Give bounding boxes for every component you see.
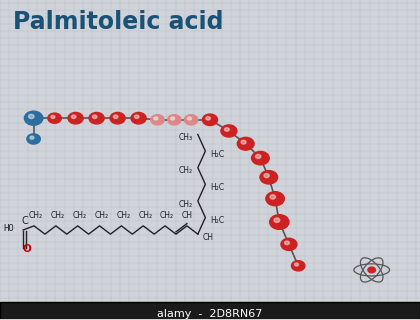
Circle shape <box>252 151 269 165</box>
Circle shape <box>264 173 269 178</box>
Text: O: O <box>22 244 31 254</box>
Circle shape <box>255 155 261 158</box>
Circle shape <box>266 192 284 206</box>
Text: Palmitoleic acid: Palmitoleic acid <box>13 10 223 34</box>
Text: CH₃: CH₃ <box>179 133 193 142</box>
Text: CH₂: CH₂ <box>116 211 131 220</box>
Circle shape <box>71 115 76 118</box>
FancyBboxPatch shape <box>0 302 420 320</box>
Circle shape <box>131 112 146 124</box>
Circle shape <box>221 125 237 137</box>
Text: CH₂: CH₂ <box>138 211 152 220</box>
Text: C: C <box>21 216 28 226</box>
Text: CH₂: CH₂ <box>179 200 193 209</box>
Text: H₂C: H₂C <box>210 183 225 192</box>
Text: CH₂: CH₂ <box>179 166 193 175</box>
Circle shape <box>291 261 305 271</box>
Circle shape <box>294 263 299 266</box>
Circle shape <box>113 115 118 118</box>
Circle shape <box>134 115 139 118</box>
Circle shape <box>368 267 375 273</box>
Text: CH: CH <box>182 211 193 220</box>
Circle shape <box>110 112 125 124</box>
Text: H₂C: H₂C <box>210 216 225 225</box>
Circle shape <box>270 215 289 229</box>
Circle shape <box>206 116 210 120</box>
Circle shape <box>154 117 158 120</box>
Text: CH₂: CH₂ <box>94 211 109 220</box>
Circle shape <box>225 128 229 131</box>
Text: HO: HO <box>3 224 14 233</box>
Text: alamy  -  2D8RN67: alamy - 2D8RN67 <box>158 309 262 319</box>
Circle shape <box>270 195 276 199</box>
Text: CH₂: CH₂ <box>160 211 174 220</box>
Circle shape <box>281 238 297 251</box>
Circle shape <box>274 218 280 222</box>
Circle shape <box>92 115 97 118</box>
Circle shape <box>184 115 198 125</box>
Circle shape <box>187 117 192 120</box>
Circle shape <box>285 241 289 245</box>
Circle shape <box>51 116 55 118</box>
Text: CH₂: CH₂ <box>51 211 65 220</box>
Circle shape <box>168 115 181 125</box>
Circle shape <box>27 134 40 144</box>
Text: CH₂: CH₂ <box>29 211 43 220</box>
Circle shape <box>68 112 83 124</box>
Circle shape <box>24 111 43 125</box>
Circle shape <box>237 137 254 150</box>
Circle shape <box>30 136 34 139</box>
Circle shape <box>171 117 175 120</box>
Circle shape <box>260 171 278 184</box>
Circle shape <box>29 114 34 118</box>
Circle shape <box>241 140 246 144</box>
Text: CH: CH <box>203 233 214 242</box>
Circle shape <box>89 112 104 124</box>
Circle shape <box>202 114 218 125</box>
Circle shape <box>48 113 61 123</box>
Text: CH₂: CH₂ <box>73 211 87 220</box>
Circle shape <box>151 115 164 125</box>
Text: H₂C: H₂C <box>210 150 225 159</box>
